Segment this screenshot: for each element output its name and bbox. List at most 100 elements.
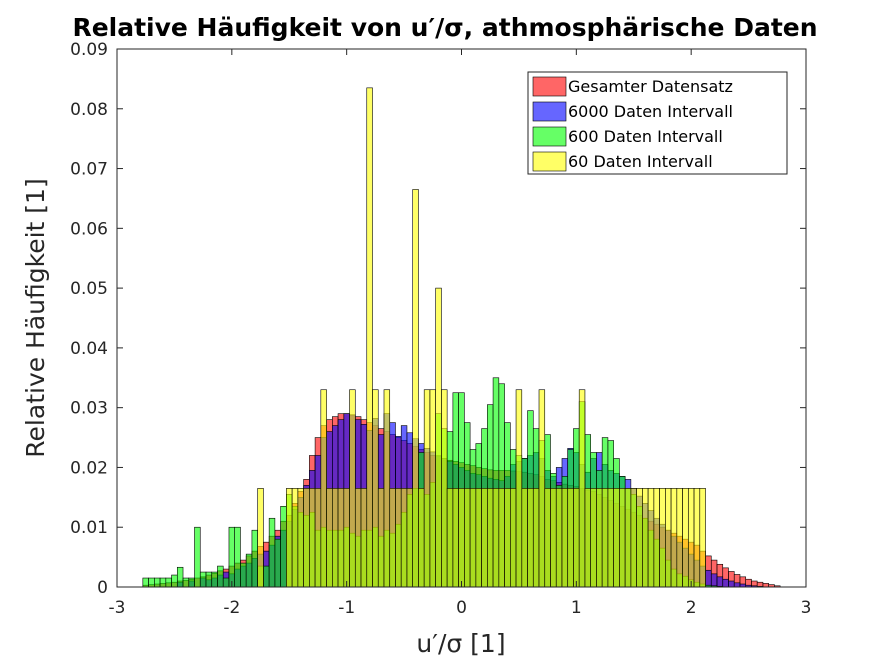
bar-series-4 [309, 488, 316, 588]
bar-series-4 [303, 488, 310, 588]
bar-series-4 [636, 488, 643, 588]
legend: Gesamter Datensatz 6000 Daten Intervall 60… [527, 71, 788, 175]
bar-series-3 [165, 577, 172, 588]
bar-series-4 [412, 189, 419, 588]
bar-series-3 [263, 565, 270, 588]
x-tick-label: 2 [686, 598, 697, 618]
legend-swatch [532, 151, 567, 172]
x-ticks: -3 -2 -1 0 1 2 3 [109, 49, 812, 618]
legend-label: 60 Daten Intervall [568, 152, 713, 171]
bar-series-4 [286, 488, 293, 588]
bar-series-4 [383, 389, 391, 588]
bar-series-3 [245, 553, 253, 588]
bar-series-4 [487, 488, 494, 588]
bar-series-4 [349, 389, 356, 588]
bar-series-4 [475, 488, 482, 588]
bar-series-4 [429, 389, 436, 588]
bar-series-4 [314, 488, 322, 588]
y-tick-label: 0.02 [70, 458, 108, 478]
bar-series-4 [504, 488, 511, 588]
chart-title: Relative Häufigkeit von u′/σ, athmosphär… [72, 13, 817, 42]
bar-series-4 [693, 488, 701, 588]
legend-label: 600 Daten Intervall [568, 127, 723, 146]
bar-series-4 [601, 488, 609, 588]
bar-series-4 [377, 488, 385, 588]
bar-series-1 [762, 583, 769, 588]
bar-series-4 [676, 488, 683, 588]
bar-series-4 [647, 488, 655, 588]
legend-swatch [532, 126, 567, 147]
bar-series-4 [590, 488, 597, 588]
y-tick-label: 0.06 [70, 219, 108, 239]
bar-series-4 [326, 488, 333, 588]
bar-series-4 [446, 488, 454, 588]
legend-swatch [532, 76, 567, 97]
bar-series-4 [372, 389, 379, 588]
bar-series-4 [699, 488, 706, 588]
bar-series-3 [222, 577, 230, 588]
bar-series-4 [291, 488, 299, 588]
bar-series-4 [555, 488, 563, 588]
bar-series-3 [188, 577, 195, 588]
bar-series-4 [435, 287, 442, 588]
bar-series-3 [217, 565, 224, 588]
bar-series-4 [515, 389, 523, 588]
bar-series-4 [521, 488, 528, 588]
bar-series-3 [280, 505, 287, 588]
bar-series-4 [360, 488, 368, 588]
y-tick-label: 0.03 [70, 399, 108, 419]
y-ticks: 0 0.01 0.02 0.03 0.04 0.05 0.06 0.07 0.08 0.09 [70, 40, 806, 598]
bar-series-3 [234, 526, 241, 588]
bar-series-4 [578, 389, 586, 588]
bar-series-4 [596, 488, 603, 588]
bar-series-2 [728, 580, 735, 588]
bar-series-3 [211, 571, 218, 588]
bar-series-4 [441, 389, 448, 588]
bars-layer [142, 87, 781, 588]
bar-series-3 [268, 517, 276, 588]
bar-series-4 [337, 488, 345, 588]
legend-label: Gesamter Datensatz [568, 77, 733, 96]
bar-series-3 [205, 571, 213, 588]
bar-series-4 [642, 488, 649, 588]
bar-series-4 [354, 488, 362, 588]
bar-series-3 [159, 577, 167, 588]
bar-series-4 [389, 488, 396, 588]
bar-series-4 [366, 87, 373, 588]
bar-series-3 [171, 574, 178, 588]
bar-series-4 [492, 488, 500, 588]
bar-series-4 [418, 488, 425, 588]
bar-series-3 [251, 529, 258, 588]
bar-series-4 [332, 488, 339, 588]
bar-series-3 [240, 562, 247, 588]
y-tick-label: 0.09 [70, 40, 108, 60]
bar-series-4 [607, 488, 614, 588]
y-tick-label: 0.08 [70, 100, 108, 120]
bar-series-4 [670, 488, 678, 588]
bar-series-4 [665, 488, 672, 588]
bar-series-4 [406, 488, 413, 588]
bar-series-3 [182, 577, 190, 588]
y-axis-label: Relative Häufigkeit [1] [21, 178, 50, 457]
y-tick-label: 0.07 [70, 160, 108, 180]
bar-series-4 [532, 488, 540, 588]
bar-series-4 [464, 488, 471, 588]
bar-series-4 [498, 488, 505, 588]
legend-label: 6000 Daten Intervall [568, 102, 733, 121]
bar-series-4 [469, 488, 477, 588]
x-axis-label: u′/σ [1] [416, 629, 505, 658]
y-tick-label: 0.05 [70, 279, 108, 299]
bar-series-4 [561, 488, 569, 588]
x-tick-label: -1 [338, 598, 355, 618]
bar-series-2 [733, 582, 741, 588]
bar-series-4 [509, 488, 517, 588]
bar-series-4 [573, 488, 580, 588]
x-tick-label: 3 [801, 598, 812, 618]
bar-series-4 [682, 488, 689, 588]
bar-series-4 [613, 488, 620, 588]
bar-series-4 [458, 488, 465, 588]
x-tick-label: 1 [571, 598, 582, 618]
y-tick-label: 0 [97, 578, 108, 598]
bar-series-3 [274, 538, 281, 588]
bar-series-4 [481, 488, 488, 588]
